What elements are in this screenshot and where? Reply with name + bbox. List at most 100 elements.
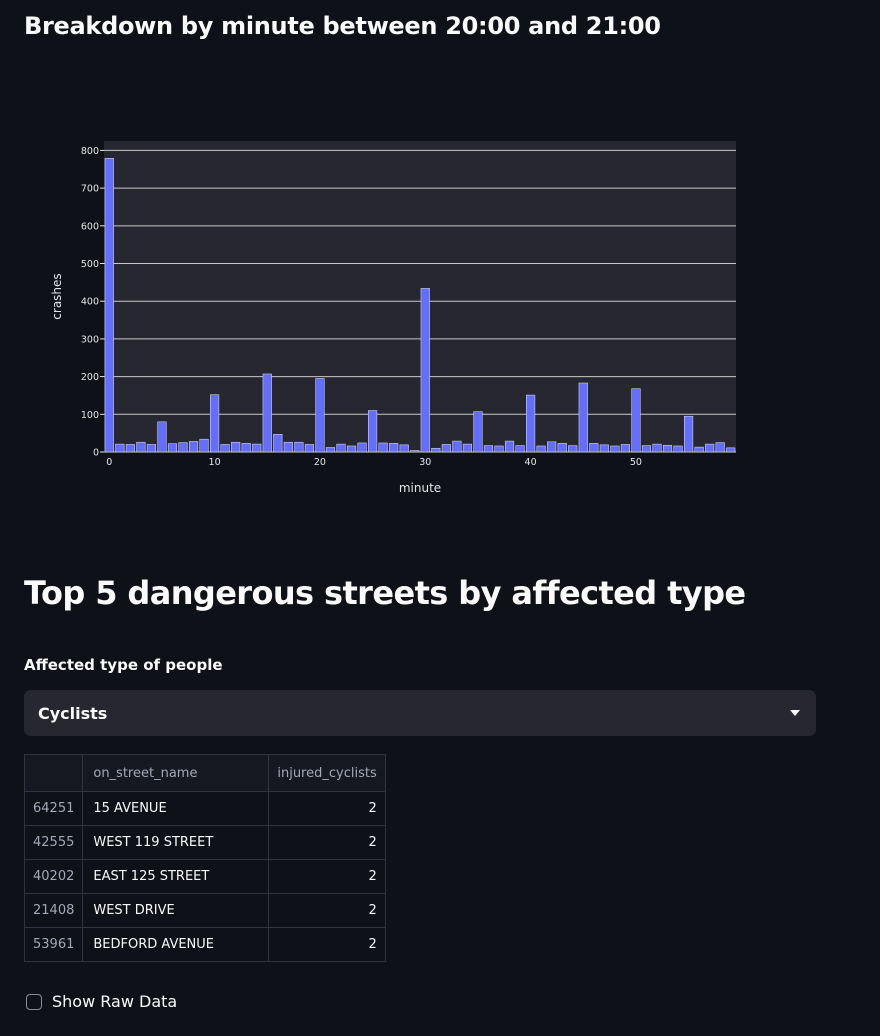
bar bbox=[188, 441, 199, 453]
section-title-breakdown: Breakdown by minute between 20:00 and 21… bbox=[24, 12, 661, 40]
bar bbox=[694, 446, 704, 453]
table-header-row: on_street_name injured_cyclists bbox=[23, 754, 386, 792]
section-title-top-streets: Top 5 dangerous streets by affected type bbox=[24, 574, 746, 612]
bar bbox=[652, 443, 662, 453]
row-street: BEDFORD AVENUE bbox=[82, 927, 270, 962]
row-street: WEST DRIVE bbox=[82, 893, 270, 928]
bar bbox=[294, 441, 304, 453]
bar bbox=[504, 440, 515, 453]
bar bbox=[526, 394, 536, 453]
y-tick-label: 100 bbox=[81, 410, 99, 421]
bar bbox=[399, 444, 409, 453]
bar bbox=[705, 443, 715, 453]
bar bbox=[115, 443, 125, 453]
affected-type-select[interactable]: Cyclists bbox=[24, 690, 816, 736]
row-value: 2 bbox=[268, 791, 386, 826]
bar bbox=[378, 442, 388, 453]
bar bbox=[262, 373, 272, 453]
bar bbox=[336, 443, 346, 453]
x-tick-label: 20 bbox=[314, 457, 326, 468]
bar bbox=[494, 445, 504, 453]
bar bbox=[252, 443, 262, 453]
x-tick-label: 50 bbox=[630, 457, 642, 468]
y-tick-label: 400 bbox=[81, 297, 99, 308]
bar bbox=[167, 443, 178, 453]
bar bbox=[241, 443, 251, 453]
table-row: 40202 EAST 125 STREET 2 bbox=[23, 859, 386, 894]
column-header-index[interactable] bbox=[23, 754, 84, 792]
bar bbox=[515, 445, 525, 453]
y-tick-label: 800 bbox=[81, 146, 99, 157]
bar bbox=[684, 415, 694, 453]
show-raw-data-label[interactable]: Show Raw Data bbox=[52, 992, 178, 1011]
bar bbox=[125, 444, 135, 453]
bar bbox=[210, 394, 220, 453]
bar bbox=[610, 445, 620, 453]
bar-chart[interactable]: 0 100 200 300 400 500 600 700 800 0 10 20 30 40 50 minu… bbox=[0, 60, 880, 520]
bar bbox=[104, 158, 114, 453]
row-value: 2 bbox=[268, 893, 386, 928]
bar bbox=[410, 450, 420, 453]
x-axis-label: minute bbox=[399, 481, 441, 495]
bar bbox=[578, 382, 588, 453]
x-tick-label: 30 bbox=[419, 457, 431, 468]
bar bbox=[568, 445, 578, 453]
bar bbox=[589, 443, 599, 453]
row-street: EAST 125 STREET bbox=[82, 859, 270, 894]
row-index: 53961 bbox=[23, 927, 84, 962]
bar bbox=[368, 410, 378, 453]
select-value: Cyclists bbox=[38, 703, 108, 723]
bar bbox=[220, 444, 230, 453]
y-tick-label: 300 bbox=[81, 334, 99, 345]
table-row: 64251 15 AVENUE 2 bbox=[23, 791, 386, 826]
row-index: 42555 bbox=[23, 825, 84, 860]
bar bbox=[178, 442, 188, 453]
show-raw-data-checkbox[interactable] bbox=[26, 993, 42, 1010]
bar bbox=[557, 443, 567, 453]
bar bbox=[726, 447, 736, 453]
bar bbox=[231, 441, 241, 453]
column-header-street[interactable]: on_street_name bbox=[82, 754, 270, 792]
bar bbox=[620, 444, 630, 453]
bar bbox=[473, 411, 483, 453]
bar bbox=[389, 443, 399, 453]
bar bbox=[452, 440, 462, 453]
bar bbox=[273, 434, 283, 453]
y-tick-label: 0 bbox=[93, 448, 99, 459]
bar bbox=[599, 444, 609, 453]
y-axis-label: crashes bbox=[50, 273, 64, 319]
row-index: 21408 bbox=[23, 893, 84, 928]
row-value: 2 bbox=[268, 927, 386, 962]
x-tick-label: 10 bbox=[209, 457, 221, 468]
bar bbox=[136, 441, 146, 453]
bar bbox=[146, 444, 156, 453]
bar bbox=[641, 445, 652, 453]
bar bbox=[157, 421, 167, 453]
bar bbox=[431, 447, 441, 453]
streets-table[interactable]: on_street_name injured_cyclists 64251 15… bbox=[23, 754, 386, 962]
bar bbox=[325, 447, 336, 453]
bar bbox=[357, 442, 367, 453]
chevron-down-icon[interactable] bbox=[790, 710, 800, 716]
bar bbox=[283, 441, 293, 453]
column-header-value[interactable]: injured_cyclists bbox=[268, 754, 386, 792]
table-row: 21408 WEST DRIVE 2 bbox=[23, 893, 386, 928]
select-label: Affected type of people bbox=[24, 656, 223, 674]
row-street: 15 AVENUE bbox=[82, 791, 270, 826]
show-raw-data-toggle[interactable]: Show Raw Data bbox=[26, 992, 177, 1011]
row-street: WEST 119 STREET bbox=[82, 825, 270, 860]
bar bbox=[199, 438, 209, 453]
bar bbox=[315, 378, 325, 453]
row-value: 2 bbox=[268, 859, 386, 894]
bar bbox=[483, 445, 494, 453]
bar bbox=[547, 441, 557, 453]
bar bbox=[420, 288, 430, 453]
bar bbox=[441, 444, 451, 453]
y-tick-label: 500 bbox=[81, 259, 99, 270]
row-value: 2 bbox=[268, 825, 386, 860]
bar bbox=[662, 444, 673, 453]
table-row: 42555 WEST 119 STREET 2 bbox=[23, 825, 386, 860]
y-tick-label: 600 bbox=[81, 221, 99, 232]
bar bbox=[631, 388, 641, 453]
